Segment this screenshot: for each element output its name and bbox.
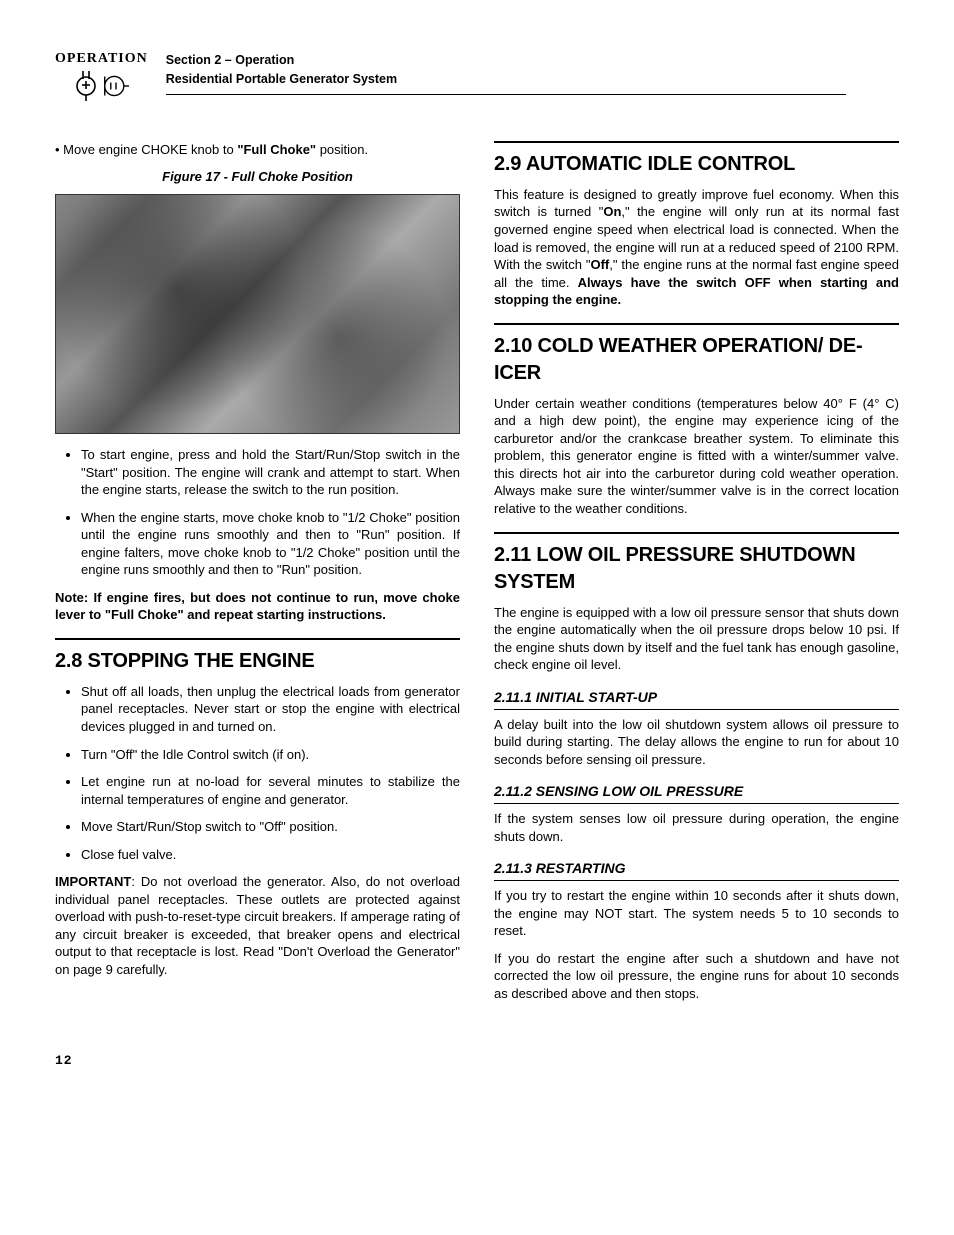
outlet-icon [103,71,129,101]
operation-logo: OPERATION [55,50,148,101]
section-line-1: Section 2 – Operation [166,52,899,69]
section-2-10-body: Under certain weather conditions (temper… [494,395,899,518]
right-column: 2.9 AUTOMATIC IDLE CONTROL This feature … [494,141,899,1013]
section-rule [494,532,899,534]
list-item: When the engine starts, move choke knob … [81,509,460,579]
section-2-9-body: This feature is designed to greatly impr… [494,186,899,309]
important-paragraph: IMPORTANT: Do not overload the generator… [55,873,460,978]
choke-note: Note: If engine fires, but does not cont… [55,589,460,624]
subsection-2-11-1-title: 2.11.1 INITIAL START-UP [494,688,899,707]
section-rule [55,638,460,640]
header-rule [166,94,846,95]
list-item: Shut off all loads, then unplug the elec… [81,683,460,736]
section-rule [494,141,899,143]
left-column: • Move engine CHOKE knob to "Full Choke"… [55,141,460,1013]
list-item: Close fuel valve. [81,846,460,864]
section-2-9-title: 2.9 AUTOMATIC IDLE CONTROL [494,151,899,178]
choke-pre: • Move engine CHOKE knob to [55,142,237,157]
figure-caption: Figure 17 - Full Choke Position [55,168,460,186]
list-item: Turn "Off" the Idle Control switch (if o… [81,746,460,764]
subsection-2-11-3-title: 2.11.3 RESTARTING [494,859,899,878]
choke-bold: "Full Choke" [237,142,316,157]
choke-bullet: • Move engine CHOKE knob to "Full Choke"… [55,141,460,159]
section-2-10-title: 2.10 COLD WEATHER OPERATION/ DE-ICER [494,333,899,387]
page-number: 12 [55,1052,899,1070]
start-bullets: To start engine, press and hold the Star… [55,446,460,579]
important-label: IMPORTANT [55,874,131,889]
list-item: Let engine run at no-load for several mi… [81,773,460,808]
section-rule [494,323,899,325]
subsection-rule [494,880,899,881]
page-header: OPERATION Section 2 – Operation Resident… [55,50,899,101]
plug-icon [73,71,99,101]
section-2-11-body: The engine is equipped with a low oil pr… [494,604,899,674]
stop-bullets: Shut off all loads, then unplug the elec… [55,683,460,863]
list-item: Move Start/Run/Stop switch to "Off" posi… [81,818,460,836]
logo-word: OPERATION [55,50,148,69]
figure-17-image [55,194,460,434]
important-body: : Do not overload the generator. Also, d… [55,874,460,977]
section-line-2: Residential Portable Generator System [166,71,899,88]
subsection-2-11-2-body: If the system senses low oil pressure du… [494,810,899,845]
section-label-block: Section 2 – Operation Residential Portab… [166,50,899,95]
content-columns: • Move engine CHOKE knob to "Full Choke"… [55,141,899,1013]
subsection-2-11-3-body-1: If you try to restart the engine within … [494,887,899,940]
list-item: To start engine, press and hold the Star… [81,446,460,499]
logo-icons [55,71,148,101]
choke-post: position. [316,142,368,157]
subsection-2-11-3-body-2: If you do restart the engine after such … [494,950,899,1003]
subsection-rule [494,709,899,710]
section-2-8-title: 2.8 STOPPING THE ENGINE [55,648,460,675]
subsection-2-11-2-title: 2.11.2 SENSING LOW OIL PRESSURE [494,782,899,801]
section-2-11-title: 2.11 LOW OIL PRESSURE SHUTDOWN SYSTEM [494,542,899,596]
subsection-2-11-1-body: A delay built into the low oil shutdown … [494,716,899,769]
subsection-rule [494,803,899,804]
